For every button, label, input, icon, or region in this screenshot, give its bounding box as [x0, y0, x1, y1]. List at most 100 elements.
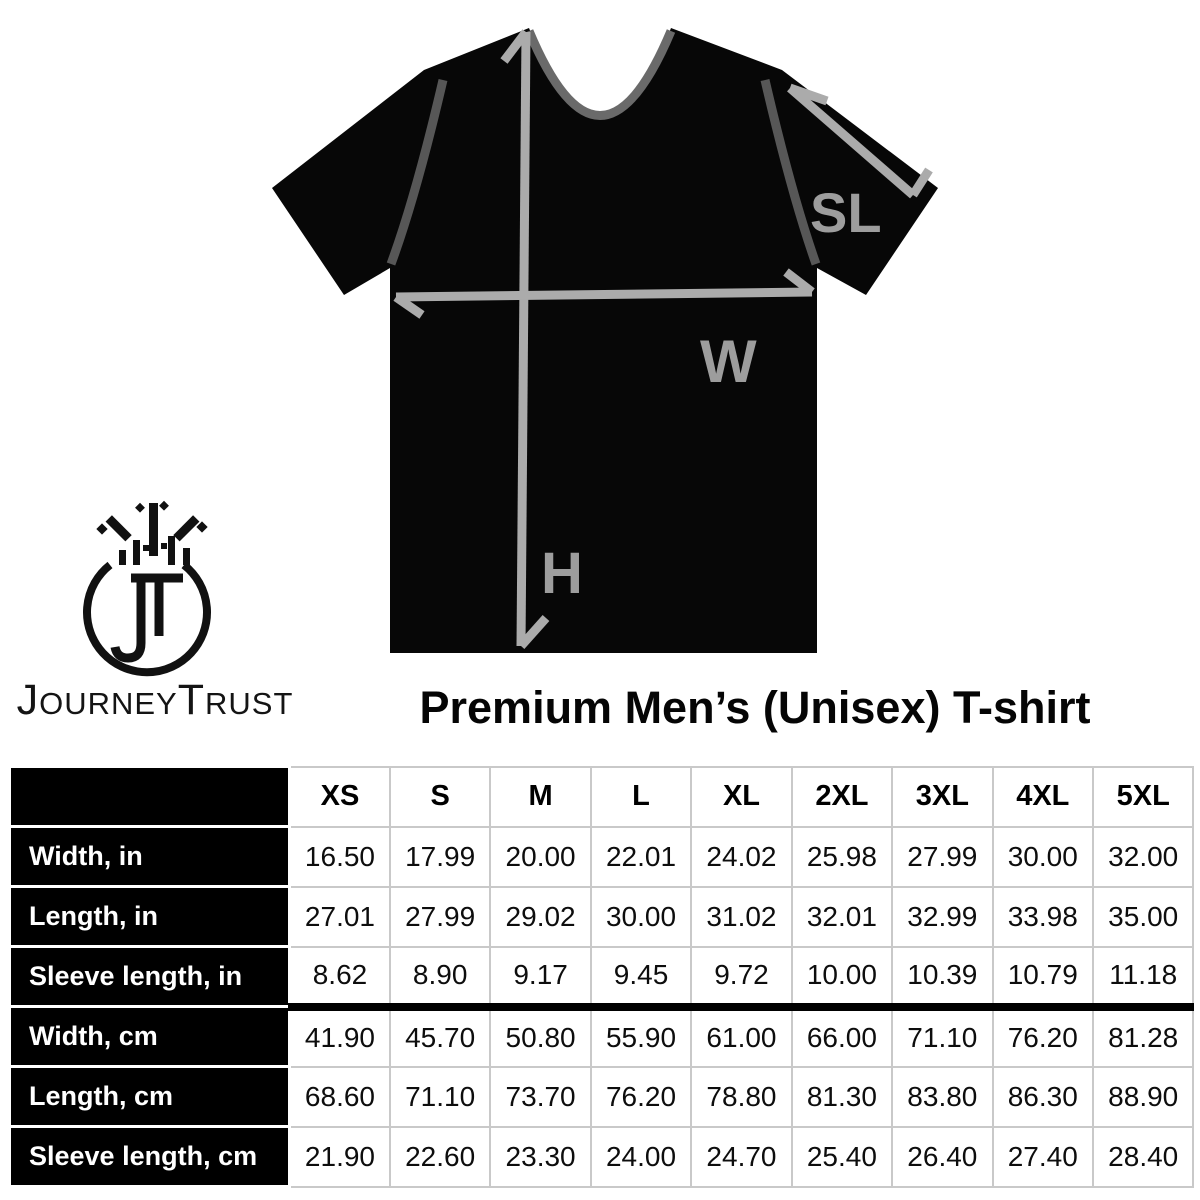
product-title: Premium Men’s (Unisex) T-shirt — [419, 682, 1091, 733]
size-column-header: L — [589, 765, 693, 828]
measurement-cell: 10.00 — [790, 945, 894, 1008]
measurement-cell: 76.20 — [991, 1002, 1095, 1068]
measurement-cell: 16.50 — [288, 825, 391, 888]
measurement-cell: 76.20 — [589, 1065, 693, 1128]
size-column-header: S — [388, 765, 492, 828]
brand-word-rest: RUST — [205, 686, 294, 721]
measurement-cell: 45.70 — [388, 1002, 492, 1068]
measurement-cell: 32.01 — [790, 885, 894, 948]
measurement-cell: 68.60 — [288, 1065, 391, 1128]
measurement-cell: 27.40 — [991, 1125, 1095, 1188]
logo-circle — [83, 561, 211, 677]
measurement-cell: 25.98 — [790, 825, 894, 888]
size-chart-table: XS S M L XL 2XL 3XL 4XL 5XL Width, in 16.50 17.99 2… — [8, 765, 1195, 1188]
measurement-row: Width, cm 41.90 45.70 50.80 55.90 61.00 66.00 7… — [8, 1002, 1195, 1068]
measurement-cell: 71.10 — [891, 1002, 994, 1068]
measurement-cell: 61.00 — [690, 1002, 793, 1068]
measurement-cell: 23.30 — [489, 1125, 592, 1188]
measurement-cell: 83.80 — [891, 1065, 994, 1128]
measurement-row-label: Width, in — [8, 825, 291, 888]
measurement-cell: 22.01 — [589, 825, 693, 888]
measurement-cell: 24.70 — [690, 1125, 793, 1188]
size-column-header: 3XL — [891, 765, 994, 828]
measurement-row-label: Sleeve length, cm — [8, 1125, 291, 1188]
size-column-header: 5XL — [1091, 765, 1195, 828]
size-column-header: 2XL — [790, 765, 894, 828]
measurement-row: Length, in 27.01 27.99 29.02 30.00 31.02 32.01… — [8, 885, 1195, 948]
brand-word-initial: J — [16, 676, 40, 724]
measurement-cell: 17.99 — [388, 825, 492, 888]
measurement-cell: 86.30 — [991, 1065, 1095, 1128]
measurement-cell: 21.90 — [288, 1125, 391, 1188]
measurement-cell: 50.80 — [489, 1002, 592, 1068]
sleeve-label: SL — [810, 181, 882, 244]
measurement-cell: 78.80 — [690, 1065, 793, 1128]
measurement-cell: 81.28 — [1091, 1002, 1195, 1068]
measurement-cell: 27.99 — [891, 825, 994, 888]
measurement-cell: 9.72 — [690, 945, 793, 1008]
measurement-cell: 20.00 — [489, 825, 592, 888]
measurement-cell: 32.99 — [891, 885, 994, 948]
measurement-cell: 9.17 — [489, 945, 592, 1008]
measurement-cell: 10.39 — [891, 945, 994, 1008]
brand-word-rest: OURNEY — [39, 686, 178, 721]
measurement-cell: 24.02 — [690, 825, 793, 888]
measurement-cell: 11.18 — [1091, 945, 1195, 1008]
measurement-row-label: Length, in — [8, 885, 291, 948]
measurement-row-label: Length, cm — [8, 1065, 291, 1128]
size-header-row: XS S M L XL 2XL 3XL 4XL 5XL — [8, 765, 1195, 828]
measurement-cell: 55.90 — [589, 1002, 693, 1068]
measurement-cell: 31.02 — [690, 885, 793, 948]
measurement-row-label: Sleeve length, in — [8, 945, 291, 1008]
right-armhole-seam — [760, 78, 821, 266]
measurement-cell: 27.01 — [288, 885, 391, 948]
height-label: H — [541, 541, 583, 606]
brand-wordmark: JOURNEYTRUST — [0, 679, 310, 722]
measurement-row: Length, cm 68.60 71.10 73.70 76.20 78.80 81.30… — [8, 1065, 1195, 1128]
measurement-cell: 8.62 — [288, 945, 391, 1008]
brand-word-initial: T — [177, 676, 206, 724]
measurement-cell: 30.00 — [991, 825, 1095, 888]
measurement-cell: 73.70 — [489, 1065, 592, 1128]
measurement-cell: 71.10 — [388, 1065, 492, 1128]
measurement-cell: 25.40 — [790, 1125, 894, 1188]
width-label: W — [700, 328, 757, 395]
measurement-cell: 35.00 — [1091, 885, 1195, 948]
measurement-cell: 88.90 — [1091, 1065, 1195, 1128]
measurement-cell: 26.40 — [891, 1125, 994, 1188]
jt-monogram — [110, 573, 183, 663]
size-column-header: XL — [690, 765, 793, 828]
size-column-header: XS — [288, 765, 391, 828]
measurement-cell: 32.00 — [1091, 825, 1195, 888]
sleeve-measure-arrow — [787, 83, 933, 199]
measurement-cell: 66.00 — [790, 1002, 894, 1068]
measurement-row: Sleeve length, cm 21.90 22.60 23.30 24.00 24.… — [8, 1125, 1195, 1188]
size-column-header: 4XL — [991, 765, 1095, 828]
measurement-cell: 24.00 — [589, 1125, 693, 1188]
measurement-cell: 33.98 — [991, 885, 1095, 948]
measurement-cell: 10.79 — [991, 945, 1095, 1008]
tshirt-silhouette — [272, 28, 938, 653]
corner-cell — [8, 765, 291, 828]
tshirt-measurement-diagram: H W SL — [272, 28, 938, 653]
measurement-cell: 9.45 — [589, 945, 693, 1008]
left-armhole-seam — [386, 78, 448, 266]
burst-icon — [96, 500, 208, 565]
journeytrust-logo-mark — [83, 500, 211, 677]
measurement-cell: 81.30 — [790, 1065, 894, 1128]
measurement-row: Sleeve length, in 8.62 8.90 9.17 9.45 9.72 10.… — [8, 945, 1195, 1008]
measurement-row: Width, in 16.50 17.99 20.00 22.01 24.02 25.98 2… — [8, 825, 1195, 888]
measurement-cell: 22.60 — [388, 1125, 492, 1188]
size-column-header: M — [489, 765, 592, 828]
measurement-cell: 8.90 — [388, 945, 492, 1008]
measurement-cell: 29.02 — [489, 885, 592, 948]
collar-seam — [524, 29, 676, 120]
measurement-cell: 30.00 — [589, 885, 693, 948]
measurement-row-label: Width, cm — [8, 1005, 291, 1068]
measurement-cell: 27.99 — [388, 885, 492, 948]
width-measure-arrow — [393, 268, 815, 319]
measurement-cell: 41.90 — [288, 1002, 391, 1068]
height-measure-arrow — [500, 29, 550, 649]
measurement-cell: 28.40 — [1091, 1125, 1195, 1188]
